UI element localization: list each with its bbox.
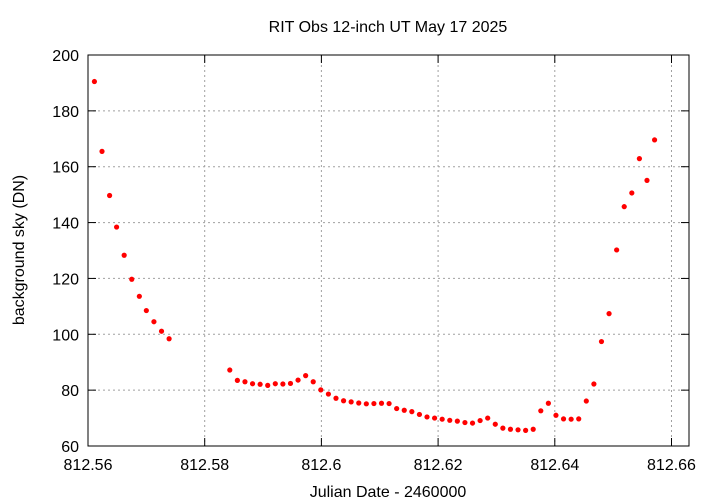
y-tick-labels: 60 80 100 120 140 160 180 200: [52, 48, 79, 456]
data-point: [409, 409, 415, 415]
data-point: [538, 408, 544, 414]
plot-frame: [87, 54, 690, 447]
data-point: [515, 427, 521, 433]
data-point: [545, 400, 551, 406]
data-point: [166, 336, 172, 342]
y-tick-label: 160: [52, 160, 79, 177]
data-point: [644, 177, 650, 183]
data-point: [576, 416, 582, 422]
data-point: [106, 192, 113, 199]
data-point: [591, 381, 597, 387]
x-tick-label: 812.6: [301, 457, 341, 474]
data-point: [454, 418, 460, 424]
data-point: [272, 381, 278, 387]
data-point: [447, 417, 453, 423]
data-point: [378, 400, 385, 406]
data-point: [523, 427, 529, 433]
data-point: [431, 415, 438, 421]
y-tick-label: 100: [52, 327, 79, 344]
data-point: [234, 377, 240, 383]
data-point: [136, 293, 142, 299]
x-axis-label: Julian Date - 2460000: [310, 484, 467, 501]
axis-ticks: [87, 54, 689, 447]
y-axis-label: background sky (DN): [11, 175, 28, 325]
data-point: [500, 425, 506, 431]
data-point: [386, 400, 392, 407]
data-point: [318, 387, 324, 393]
x-tick-label: 812.66: [647, 457, 696, 474]
data-point: [158, 328, 165, 334]
data-point: [371, 400, 377, 407]
y-tick-label: 140: [52, 216, 79, 233]
data-point: [568, 416, 574, 422]
data-point: [621, 204, 627, 210]
data-point: [257, 381, 263, 387]
data-point: [295, 377, 301, 383]
data-point: [560, 416, 567, 422]
data-point: [340, 398, 347, 404]
data-points: [91, 78, 658, 433]
data-point: [492, 421, 498, 427]
data-point: [598, 338, 605, 345]
data-point: [439, 416, 445, 422]
data-point: [113, 224, 120, 230]
data-point: [310, 379, 316, 385]
data-point: [530, 426, 536, 432]
data-point: [401, 407, 407, 413]
data-point: [553, 412, 559, 418]
data-point: [91, 78, 98, 85]
x-tick-labels: 812.56 812.58 812.6 812.62 812.64 812.66: [64, 457, 697, 474]
data-point: [129, 276, 135, 282]
y-tick-label: 200: [52, 48, 79, 65]
data-point: [151, 319, 157, 325]
data-point: [462, 419, 468, 426]
x-tick-label: 812.62: [414, 457, 463, 474]
data-point: [651, 137, 658, 143]
data-point: [583, 398, 589, 404]
data-point: [280, 381, 286, 387]
y-tick-label: 120: [52, 271, 79, 288]
data-point: [416, 411, 423, 418]
data-point: [356, 400, 362, 406]
data-point: [325, 391, 331, 397]
data-point: [333, 395, 339, 401]
data-point: [143, 307, 149, 314]
y-tick-label: 180: [52, 104, 79, 121]
x-tick-label: 812.64: [530, 457, 579, 474]
data-point: [227, 367, 233, 373]
chart-title: RIT Obs 12-inch UT May 17 2025: [269, 19, 508, 36]
data-point: [507, 426, 514, 432]
data-point: [348, 399, 354, 405]
data-point: [121, 252, 127, 258]
data-point: [606, 311, 612, 317]
data-point: [469, 420, 476, 426]
data-point: [477, 417, 483, 424]
data-point: [242, 379, 248, 385]
data-point: [249, 381, 256, 387]
data-point: [363, 401, 369, 407]
data-point: [629, 190, 635, 196]
data-point: [287, 380, 294, 387]
data-point: [636, 156, 643, 162]
y-tick-label: 60: [61, 439, 79, 456]
data-point: [303, 373, 309, 379]
y-tick-label: 80: [61, 383, 79, 400]
x-tick-label: 812.58: [180, 457, 229, 474]
grid-lines: [88, 55, 689, 446]
data-point: [265, 382, 271, 388]
x-tick-label: 812.56: [64, 457, 113, 474]
data-point: [485, 415, 491, 421]
data-point: [424, 414, 430, 420]
data-point: [394, 405, 400, 412]
data-point: [614, 247, 620, 253]
data-point: [99, 148, 105, 154]
